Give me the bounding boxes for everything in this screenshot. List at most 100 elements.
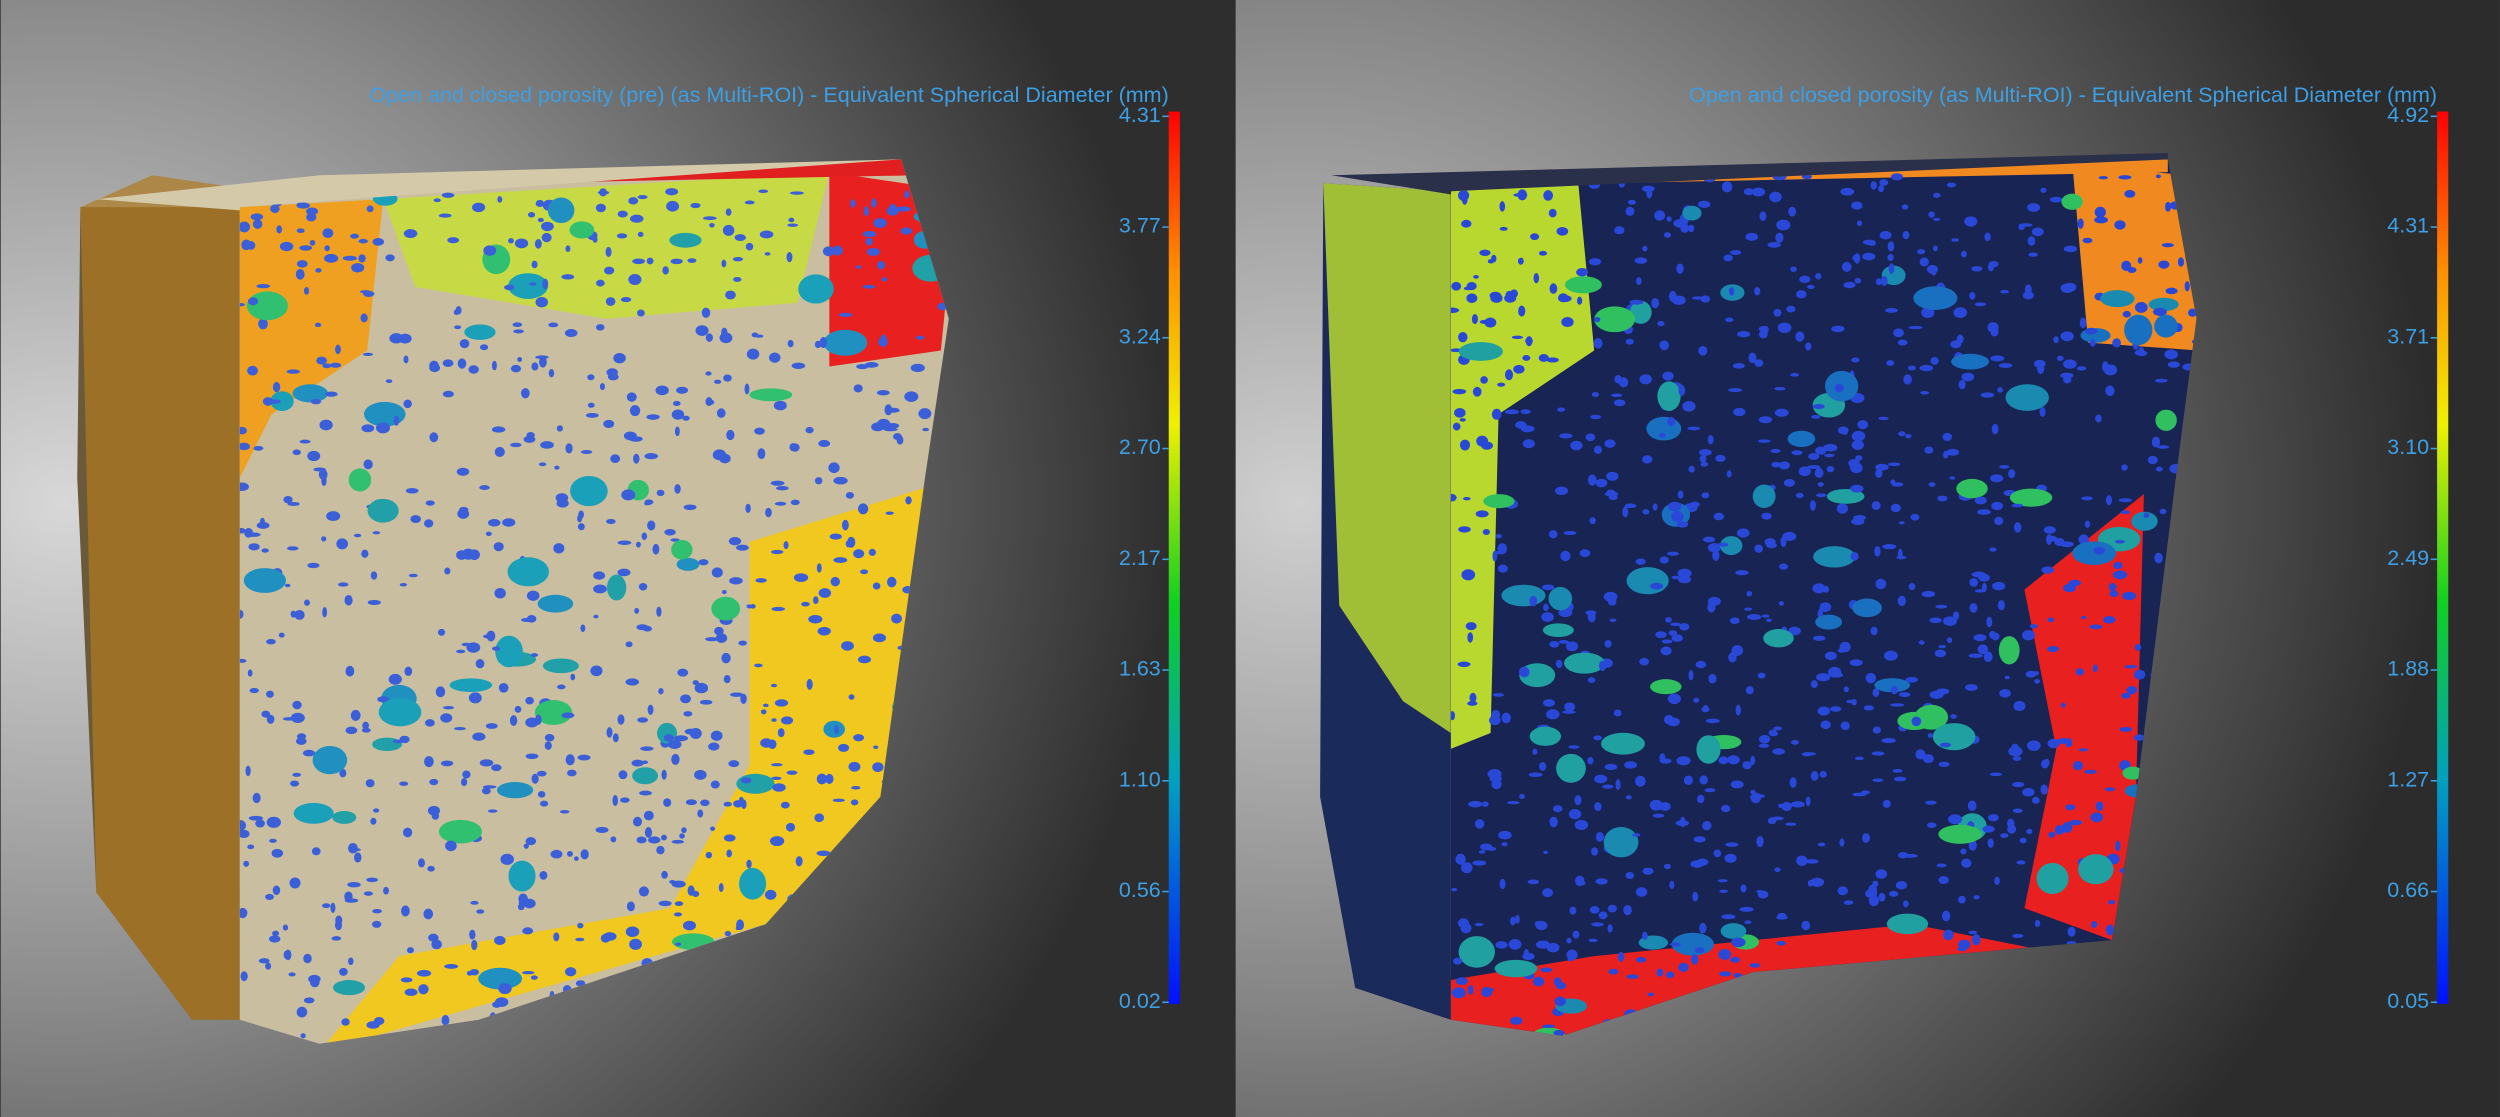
pore (916, 335, 925, 340)
pore (239, 302, 245, 307)
pore (2076, 366, 2087, 371)
pore (2118, 498, 2133, 503)
pore (628, 197, 639, 205)
pore (683, 711, 693, 717)
pore (2112, 570, 2128, 580)
pore (1987, 838, 1994, 848)
pore (2122, 766, 2144, 780)
pore (1809, 500, 1816, 511)
pore (672, 400, 681, 407)
pore (1625, 206, 1635, 216)
pore (1458, 526, 1471, 533)
pore (1964, 684, 1978, 691)
pore (342, 255, 358, 261)
pore (565, 967, 577, 977)
pore (772, 783, 786, 792)
pore (523, 843, 529, 849)
pore (1641, 931, 1648, 940)
pore-region (319, 478, 949, 1044)
pore (1918, 640, 1925, 645)
pore (2122, 591, 2137, 601)
pore (1949, 476, 1956, 480)
pore (1469, 692, 1477, 703)
pore (606, 518, 616, 525)
pore (1687, 426, 1701, 431)
pore (309, 239, 316, 246)
pore (1594, 774, 1608, 784)
colorbar-label: 1.27 (2387, 767, 2429, 791)
pore (2155, 466, 2163, 472)
pore (1554, 486, 1569, 496)
pore (1941, 910, 1951, 922)
pore (1908, 325, 1923, 330)
pore (637, 195, 648, 200)
pore (1678, 384, 1686, 396)
pore (690, 202, 701, 209)
pore (1690, 954, 1699, 965)
pore (303, 997, 315, 1004)
pore (648, 836, 661, 844)
pore (710, 826, 716, 831)
pore (517, 357, 523, 362)
pore (1904, 853, 1918, 858)
pore (1678, 575, 1692, 584)
pore (367, 498, 399, 523)
pore (514, 705, 522, 713)
pore (1622, 506, 1629, 518)
pore (1978, 573, 1990, 582)
pore (1459, 418, 1466, 422)
pore (833, 557, 848, 564)
pore (270, 204, 280, 214)
pore (671, 880, 686, 888)
pore (336, 538, 348, 550)
pore (1650, 582, 1664, 590)
pore (694, 769, 707, 780)
pore (818, 588, 832, 598)
pore (2158, 260, 2170, 269)
pore (1960, 848, 1967, 855)
pore (1968, 840, 1977, 851)
pore (565, 245, 571, 252)
pore (745, 242, 754, 251)
pore (424, 519, 434, 528)
pore (709, 222, 715, 228)
pore (1919, 364, 1934, 372)
pore (1542, 699, 1555, 707)
pore (1467, 632, 1474, 643)
pore (1933, 245, 1938, 252)
pore (786, 822, 796, 832)
pore (617, 210, 628, 218)
pore (1726, 470, 1732, 478)
pore (358, 254, 366, 263)
pore (2133, 734, 2145, 741)
pore (239, 829, 250, 839)
pore (1671, 575, 1680, 580)
pore (1457, 661, 1471, 668)
pore (577, 754, 591, 761)
pore (1517, 257, 1524, 265)
pore (2090, 812, 2103, 823)
pore (392, 739, 403, 744)
pore (289, 877, 301, 889)
pore (1804, 859, 1819, 864)
pore (740, 693, 747, 704)
pore (2031, 796, 2040, 804)
pore (541, 221, 554, 232)
pore (271, 848, 284, 858)
pore (1758, 416, 1773, 424)
pore (1461, 569, 1476, 581)
pore (1608, 968, 1619, 975)
pore-region (1323, 183, 1451, 733)
pore (593, 571, 606, 580)
pore (841, 519, 849, 531)
pore (1735, 704, 1741, 716)
pore (670, 258, 683, 265)
pore (1812, 403, 1825, 410)
pore (1554, 996, 1566, 1007)
pore (304, 599, 310, 606)
pore (491, 360, 497, 371)
pore (641, 532, 648, 541)
pore (1472, 386, 1482, 397)
pore (705, 851, 713, 859)
pore (629, 938, 642, 950)
